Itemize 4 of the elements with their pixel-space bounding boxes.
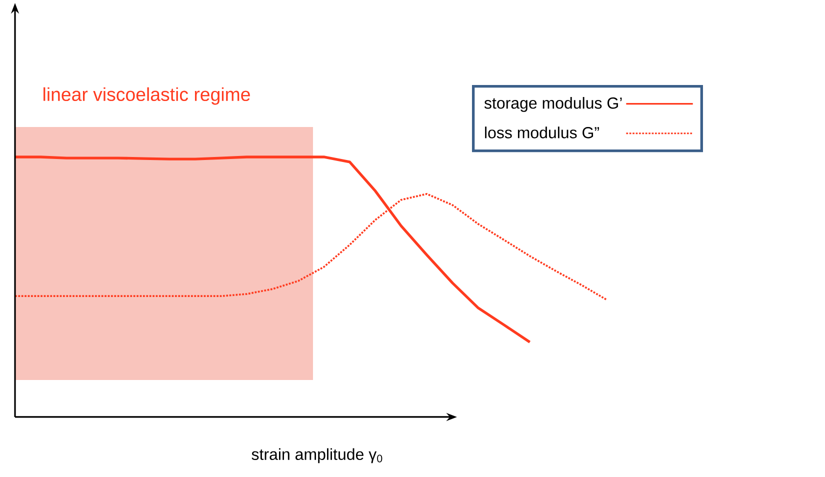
legend-label: loss modulus G” [485,126,599,138]
text: linear viscoelastic regime [44,87,250,105]
x-axis-title: strain amplitude γ$_{0}$ [252,448,382,464]
legend-label: storage modulus G’ [484,97,622,112]
